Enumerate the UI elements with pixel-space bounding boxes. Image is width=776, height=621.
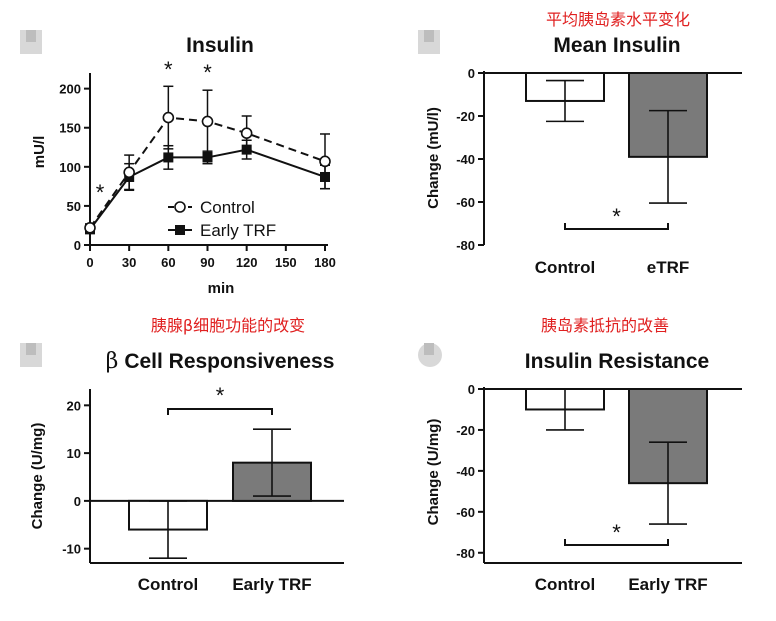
data-point-early-trf: [202, 152, 213, 163]
corner-mark-br: [418, 343, 442, 367]
corner-mark-tr: [418, 30, 440, 54]
y-tick-label: -40: [456, 464, 475, 479]
significance-star: *: [96, 180, 105, 205]
significance-star: *: [612, 520, 621, 545]
y-tick-label: 200: [59, 82, 81, 97]
y-axis-label: Change (mU/l): [425, 107, 442, 209]
y-tick-label: 0: [74, 494, 81, 509]
category-label: Early TRF: [232, 575, 311, 594]
y-tick-label: -60: [456, 505, 475, 520]
category-label: Early TRF: [628, 575, 707, 594]
chart-title-line: β Cell Responsiveness: [106, 349, 335, 374]
y-axis-label: mU/l: [31, 136, 48, 169]
annotation-cn: 胰腺β细胞功能的改变: [151, 316, 305, 335]
y-axis-label: Change (U/mg): [29, 423, 46, 530]
chart-title: Cell Responsiveness: [124, 350, 334, 373]
plot-area: 0 -20 -40 -60 -80 Control eTRF *: [456, 66, 742, 277]
category-label: Control: [535, 258, 595, 277]
annotation-cn: 胰岛素抵抗的改善: [541, 316, 669, 335]
significance-bracket: [167, 408, 273, 415]
title-beta-symbol: β: [106, 349, 119, 374]
y-tick-label: 50: [67, 199, 81, 214]
data-point-control: [162, 111, 175, 124]
y-tick-label: -80: [456, 546, 475, 561]
significance-star: *: [164, 57, 173, 82]
y-tick-label: 100: [59, 160, 81, 175]
insulin-line-chart: Insulin mU/l min 0 50 100 150 200 0 30 60 90 120 1…: [31, 34, 336, 297]
corner-mark-bl: [20, 343, 42, 367]
significance-star: *: [612, 204, 621, 229]
x-tick-label: 30: [122, 255, 136, 270]
x-tick-label: 120: [236, 255, 258, 270]
x-tick-label: 0: [86, 255, 93, 270]
y-tick-label: -40: [456, 152, 475, 167]
y-axis-label: Change (U/mg): [425, 419, 442, 526]
legend-label-control: Control: [200, 198, 255, 217]
insulin-resistance-bar-chart: 胰岛素抵抗的改善 Insulin Resistance Change (U/mg…: [425, 316, 742, 594]
data-point-early-trf: [163, 152, 174, 163]
mean-insulin-bar-chart: 平均胰岛素水平变化 Mean Insulin Change (mU/l) 0 -2…: [425, 10, 742, 277]
chart-title: Insulin Resistance: [525, 350, 709, 373]
x-tick-label: 90: [200, 255, 214, 270]
chart-title: Mean Insulin: [553, 34, 680, 57]
data-point-control: [84, 222, 96, 234]
y-tick-label: 0: [74, 238, 81, 253]
plot-area: 0 50 100 150 200 0 30 60 90 120 150 180 * * * Control Ea…: [59, 57, 336, 270]
plot-area: 0 -20 -40 -60 -80 Control Early TRF *: [456, 382, 742, 594]
y-tick-label: 20: [67, 398, 81, 413]
series-line-early-trf: [89, 148, 326, 230]
plot-area: 20 10 0 -10 Control Early TRF *: [62, 383, 344, 594]
category-label: Control: [535, 575, 595, 594]
corner-mark-tl: [20, 30, 42, 54]
y-tick-label: 0: [468, 66, 475, 81]
y-tick-label: -10: [62, 542, 81, 557]
significance-bracket: [564, 223, 669, 230]
y-tick-label: 150: [59, 121, 81, 136]
x-tick-label: 180: [314, 255, 336, 270]
legend-marker-control: [174, 201, 186, 213]
category-label: eTRF: [647, 258, 690, 277]
y-tick-label: 10: [67, 446, 81, 461]
x-tick-label: 150: [275, 255, 297, 270]
data-point-control: [319, 155, 331, 168]
data-point-control: [240, 127, 253, 139]
legend-marker-early-trf: [175, 225, 185, 235]
significance-star: *: [216, 383, 225, 408]
annotation-cn: 平均胰岛素水平变化: [546, 10, 690, 29]
significance-star: *: [203, 60, 212, 85]
y-tick-label: -20: [456, 109, 475, 124]
y-tick-label: -60: [456, 195, 475, 210]
y-tick-label: 0: [468, 382, 475, 397]
legend-label-early-trf: Early TRF: [200, 221, 276, 240]
x-tick-label: 60: [161, 255, 175, 270]
series-line-control: [89, 116, 326, 229]
x-axis-label: min: [208, 280, 235, 297]
data-point-control: [201, 115, 214, 128]
category-label: Control: [138, 575, 198, 594]
chart-title: Insulin: [186, 34, 254, 57]
data-point-control: [123, 166, 135, 179]
significance-bracket: [564, 539, 669, 546]
y-tick-label: -20: [456, 423, 475, 438]
beta-cell-bar-chart: 胰腺β细胞功能的改变 β Cell Responsiveness Change (…: [29, 316, 344, 594]
y-tick-label: -80: [456, 238, 475, 253]
